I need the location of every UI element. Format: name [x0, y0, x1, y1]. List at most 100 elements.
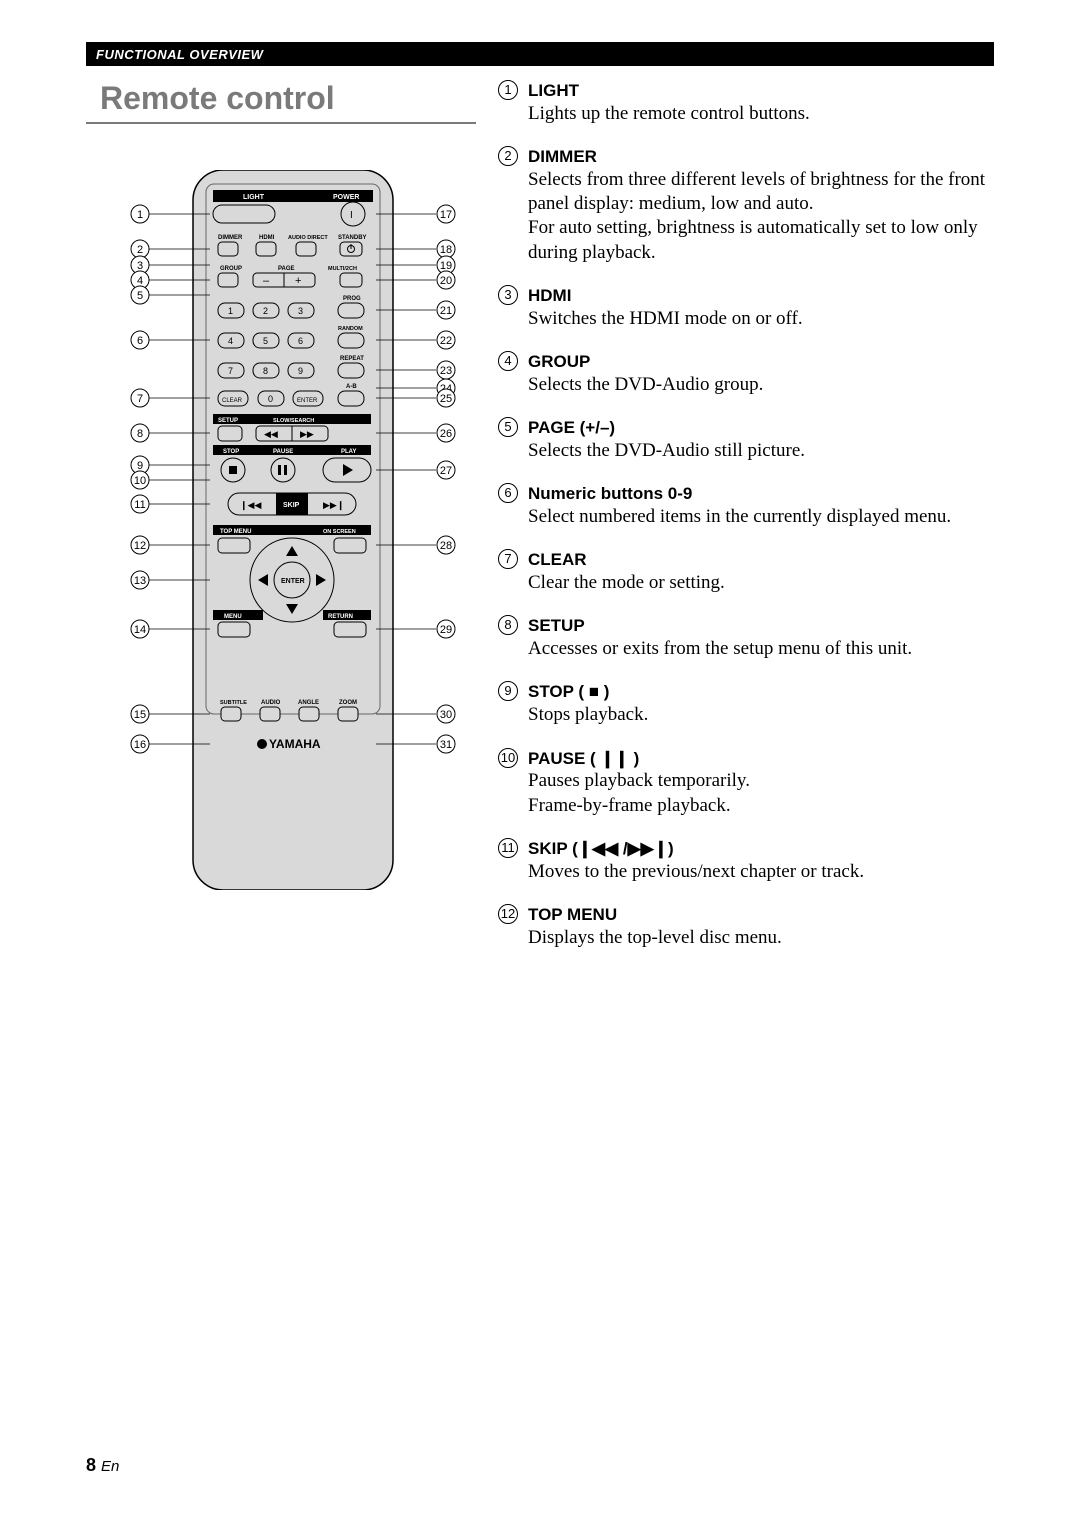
svg-text:5: 5 — [137, 290, 143, 302]
svg-text:21: 21 — [440, 305, 452, 317]
svg-text:STANDBY: STANDBY — [338, 235, 367, 241]
remote-svg: LIGHT POWER I DIMMER HDMI AUDIO DIRECT S… — [128, 170, 458, 890]
description-text: Select numbered items in the currently d… — [528, 505, 998, 529]
description-title: DIMMER — [528, 146, 998, 168]
svg-text:28: 28 — [440, 540, 452, 552]
description-text: Displays the top-level disc menu. — [528, 926, 998, 950]
description-title: LIGHT — [528, 80, 998, 102]
callout-number: 12 — [498, 904, 518, 924]
callout-number: 6 — [498, 483, 518, 503]
svg-text:REPEAT: REPEAT — [340, 356, 364, 362]
description-item: 11SKIP (❙◀◀ /▶▶❙)Moves to the previous/n… — [498, 838, 998, 884]
description-title: STOP ( ■ ) — [528, 681, 998, 703]
svg-text:11: 11 — [134, 499, 145, 511]
svg-text:PLAY: PLAY — [341, 449, 356, 455]
svg-text:4: 4 — [137, 275, 143, 287]
svg-text:9: 9 — [137, 460, 143, 472]
header-text: FUNCTIONAL OVERVIEW — [96, 47, 263, 62]
svg-text:MULTI/2CH: MULTI/2CH — [328, 266, 357, 272]
description-item: 4 GROUPSelects the DVD-Audio group. — [498, 351, 998, 397]
svg-text:HDMI: HDMI — [259, 235, 275, 241]
svg-text:I: I — [350, 210, 353, 221]
description-title: PAUSE ( ❙❙ ) — [528, 748, 998, 770]
description-item: 1LIGHTLights up the remote control butto… — [498, 80, 998, 126]
svg-text:20: 20 — [440, 275, 452, 287]
svg-text:ANGLE: ANGLE — [298, 700, 319, 706]
svg-text:PAUSE: PAUSE — [273, 449, 293, 455]
description-text: Pauses playback temporarily. — [528, 769, 998, 793]
description-title: Numeric buttons 0-9 — [528, 483, 998, 505]
svg-text:3: 3 — [298, 306, 303, 316]
svg-text:1: 1 — [228, 306, 233, 316]
description-item: 12 TOP MENUDisplays the top-level disc me… — [498, 904, 998, 950]
description-text: For auto setting, brightness is automati… — [528, 216, 998, 265]
description-item: 9STOP ( ■ )Stops playback. — [498, 681, 998, 727]
description-item: 3 HDMISwitches the HDMI mode on or off. — [498, 285, 998, 331]
svg-text:PROG: PROG — [343, 296, 361, 302]
svg-text:▶▶: ▶▶ — [300, 429, 314, 439]
svg-text:AUDIO DIRECT: AUDIO DIRECT — [288, 235, 328, 241]
callout-number: 9 — [498, 681, 518, 701]
page-lang: En — [101, 1458, 119, 1475]
svg-text:2: 2 — [263, 306, 268, 316]
svg-text:17: 17 — [440, 209, 452, 221]
callout-number: 10 — [498, 748, 518, 768]
callout-number: 5 — [498, 417, 518, 437]
header-bar: FUNCTIONAL OVERVIEW — [86, 42, 994, 66]
callout-number: 1 — [498, 80, 518, 100]
callout-number: 7 — [498, 549, 518, 569]
svg-text:30: 30 — [440, 709, 452, 721]
svg-text:MENU: MENU — [224, 614, 242, 620]
svg-text:31: 31 — [440, 739, 452, 751]
svg-text:–: – — [263, 275, 270, 287]
svg-text:25: 25 — [440, 393, 452, 405]
callout-number: 11 — [498, 838, 518, 858]
svg-text:4: 4 — [228, 336, 233, 346]
description-title: TOP MENU — [528, 904, 998, 926]
svg-text:ENTER: ENTER — [281, 578, 305, 585]
description-item: 6 Numeric buttons 0-9Select numbered item… — [498, 483, 998, 529]
svg-text:PAGE: PAGE — [278, 266, 295, 272]
description-title: GROUP — [528, 351, 998, 373]
svg-text:1: 1 — [137, 209, 143, 221]
svg-text:2: 2 — [137, 244, 143, 256]
svg-text:AUDIO: AUDIO — [261, 700, 281, 706]
svg-text:8: 8 — [137, 428, 143, 440]
svg-text:14: 14 — [134, 624, 146, 636]
svg-text:18: 18 — [440, 244, 452, 256]
description-title: HDMI — [528, 285, 998, 307]
svg-text:A-B: A-B — [346, 384, 357, 390]
svg-text:DIMMER: DIMMER — [218, 235, 243, 241]
callout-number: 8 — [498, 615, 518, 635]
page-title: Remote control — [100, 80, 335, 117]
svg-text:13: 13 — [134, 575, 146, 587]
description-title: PAGE (+/–) — [528, 417, 998, 439]
svg-text:22: 22 — [440, 335, 452, 347]
description-item: 5PAGE (+/–)Selects the DVD-Audio still p… — [498, 417, 998, 463]
svg-text:12: 12 — [134, 540, 146, 552]
description-title: CLEAR — [528, 549, 998, 571]
svg-text:26: 26 — [440, 428, 452, 440]
callout-number: 2 — [498, 146, 518, 166]
description-text: Moves to the previous/next chapter or tr… — [528, 860, 998, 884]
callout-number: 4 — [498, 351, 518, 371]
svg-text:ENTER: ENTER — [297, 398, 318, 404]
svg-text:27: 27 — [440, 465, 452, 477]
svg-text:ZOOM: ZOOM — [339, 700, 357, 706]
svg-text:CLEAR: CLEAR — [222, 398, 243, 404]
svg-text:SKIP: SKIP — [283, 502, 300, 509]
svg-text:16: 16 — [134, 739, 146, 751]
description-item: 2DIMMERSelects from three different leve… — [498, 146, 998, 265]
description-text: Selects the DVD-Audio group. — [528, 373, 998, 397]
svg-text:POWER: POWER — [333, 194, 359, 201]
description-text: Switches the HDMI mode on or off. — [528, 307, 998, 331]
description-text: Frame-by-frame playback. — [528, 794, 998, 818]
svg-text:❙◀◀: ❙◀◀ — [240, 500, 261, 511]
callout-number: 3 — [498, 285, 518, 305]
svg-text:◀◀: ◀◀ — [264, 429, 278, 439]
remote-diagram: LIGHT POWER I DIMMER HDMI AUDIO DIRECT S… — [128, 170, 458, 890]
svg-text:SLOW/SEARCH: SLOW/SEARCH — [273, 418, 314, 424]
svg-text:3: 3 — [137, 260, 143, 272]
svg-text:RANDOM: RANDOM — [338, 326, 363, 332]
page-number: 8 En — [86, 1455, 119, 1476]
